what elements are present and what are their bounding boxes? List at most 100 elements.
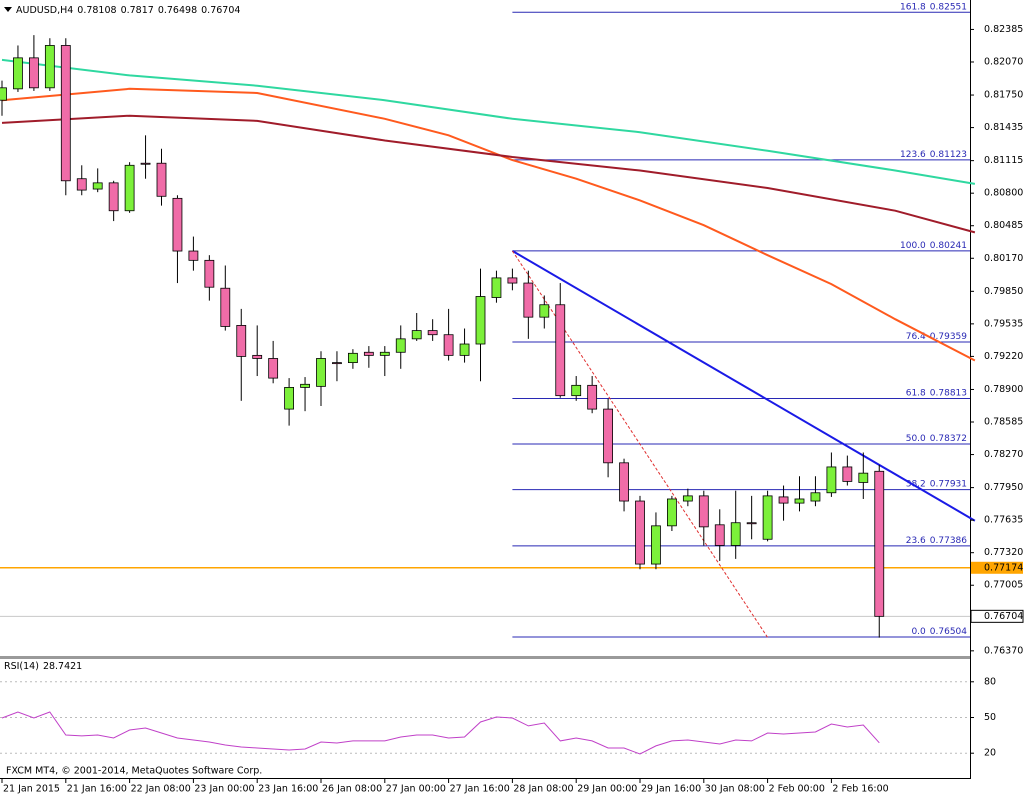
fib-level-label: 76.4 0.79359 [906,332,968,342]
x-tick-label: 21 Jan 2015 [3,784,60,795]
symbol: AUDUSD,H4 [16,5,73,16]
x-tick-label: 2 Feb 00:00 [769,784,825,795]
candle-body [379,351,390,356]
close-value: 0.76704 [201,5,240,16]
y-tick-label: 0.78270 [984,449,1023,460]
candle-body [284,387,295,410]
candle-body [395,338,406,353]
candle-body [555,304,566,397]
candle-body [172,197,183,252]
candle-body [826,466,837,494]
x-tick-label: 2 Feb 16:00 [832,784,888,795]
x-tick-label: 29 Jan 16:00 [641,784,701,795]
rsi-value: 28.7421 [43,661,82,672]
candle-body [332,362,342,365]
x-tick-label: 29 Jan 00:00 [577,784,637,795]
candle-body [13,57,23,90]
candle-body [874,470,885,617]
candle-body [778,496,789,504]
candle-body [571,384,582,397]
y-tick-label: 0.79535 [984,318,1023,329]
candle-body [587,384,598,410]
price-tag-bg [971,561,1023,574]
fib-level: 38.2 [906,479,926,489]
y-tick-label: 0.81115 [984,155,1023,166]
trendline [511,250,769,638]
candle-body [268,358,279,379]
x-tick-label: 23 Jan 00:00 [194,784,254,795]
y-tick-label: 0.80800 [984,188,1023,199]
y-tick-label: 0.80485 [984,220,1023,231]
y-tick-label: 0.82385 [984,24,1023,35]
candle-body [730,522,741,546]
candle-body [475,296,486,345]
current-price-bg [970,609,1024,623]
moving-average [1,58,976,185]
candle-body [619,462,629,502]
candle-body [140,162,151,165]
candle-body [794,498,805,504]
fib-level: 161.8 [900,2,926,12]
y-tick-label: 0.77320 [984,547,1023,558]
x-tick-label: 23 Jan 16:00 [258,784,318,795]
candle-body [220,287,231,327]
candle-body [427,330,438,336]
high-value: 0.7817 [121,5,154,16]
fib-price: 0.77931 [930,479,967,489]
fib-price: 0.81123 [930,149,967,159]
candle-body [539,304,550,318]
candle-body [762,495,773,540]
copyright: FXCM MT4, © 2001-2014, MetaQuotes Softwa… [6,766,262,777]
symbol-menu-icon [4,7,12,12]
candle-body [188,250,199,261]
fib-level: 50.0 [906,434,926,444]
y-tick-label: 0.77005 [984,580,1023,591]
candle-body [810,492,821,502]
fib-level-label: 61.8 0.78813 [906,388,967,398]
candle-body [603,408,613,464]
x-tick-label: 27 Jan 00:00 [386,784,446,795]
candle-body [651,525,661,565]
fib-level: 0.0 [911,626,926,636]
y-tick-label: 0.80170 [984,253,1023,264]
candle-body [236,325,247,357]
x-tick-label: 27 Jan 16:00 [450,784,510,795]
y-tick-label: 0.81750 [984,90,1023,101]
y-tick-label: 0.79850 [984,286,1023,297]
candle-body [858,472,869,483]
rsi-tick-label: 50 [984,712,996,723]
fib-level: 123.6 [900,149,926,159]
candle-body [507,277,518,284]
y-tick-label: 0.77635 [984,515,1023,526]
current-price-label: 0.76704 [984,611,1023,622]
candle-body [300,383,310,388]
candle-body [76,178,87,191]
candle-body [682,495,693,502]
fib-level: 100.0 [900,240,926,250]
plot-area: 161.8 0.82551 123.6 0.81123 100.0 0.80241 76.4… [0,2,976,755]
candle-body [698,495,709,528]
x-tick-label: 28 Jan 08:00 [513,784,573,795]
y-tick-label: 0.82070 [984,56,1023,67]
candle-body [204,259,215,288]
candle-body [108,182,119,212]
x-tick-label: 26 Jan 08:00 [322,784,382,795]
candle-body [523,282,534,318]
y-tick-label: 0.78900 [984,384,1023,395]
pane-separator [0,656,970,659]
fib-price: 0.79359 [930,332,967,342]
rsi-tick-label: 80 [984,676,996,687]
trendline [511,250,976,522]
fib-level: 61.8 [906,388,926,398]
candle-body [44,45,55,89]
rsi-header: RSI(14) 28.7421 [4,661,82,672]
candle-body [635,500,645,565]
fib-level-label: 0.0 0.76504 [911,626,967,636]
price-tag: 0.77174 [984,562,1023,573]
candle-body [363,351,374,356]
candle-body [459,343,470,356]
candle-body [411,330,422,340]
x-tick-label: 21 Jan 16:00 [67,784,127,795]
moving-average [1,87,976,362]
candle-body [746,522,757,525]
